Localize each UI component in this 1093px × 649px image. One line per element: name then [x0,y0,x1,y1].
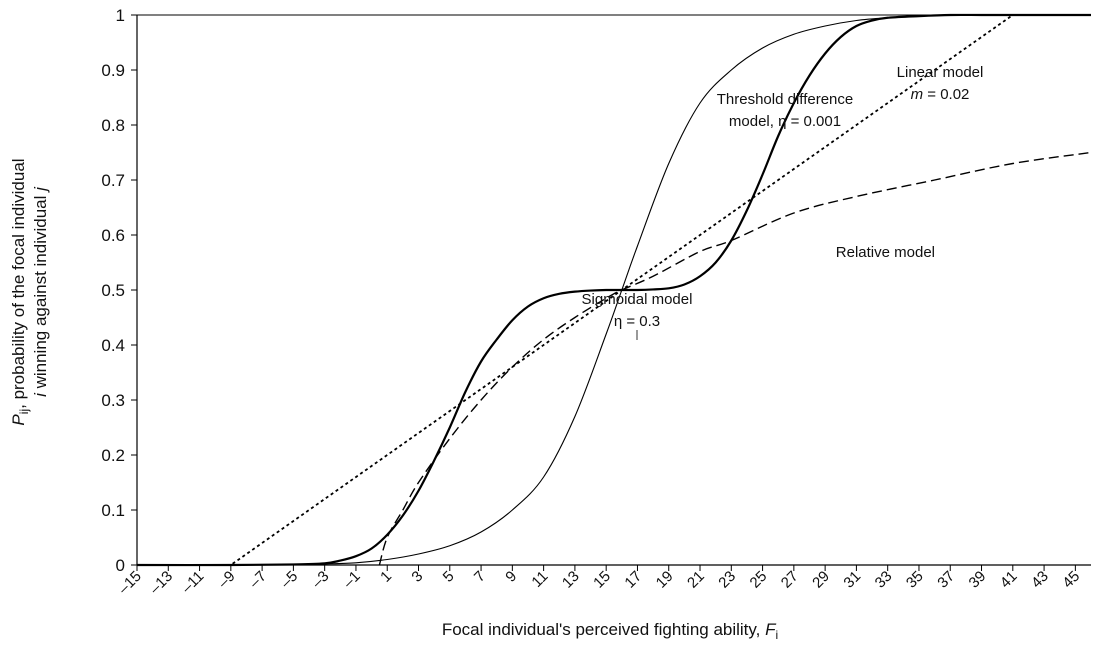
y-axis-label-var-j: j [31,186,50,193]
x-tick-label: –7 [246,568,270,592]
x-axis-label-sub: i [775,628,778,642]
x-tick-label: 21 [684,568,708,592]
x-ticks: –15 –13 –11 –9 –7 –5 –3 –1 1 3 5 7 9 11 13 15 17 19 21 23 25… [115,565,1083,598]
x-axis-label-text: Focal individual's perceived fighting ab… [442,620,765,639]
y-tick-label: 0.7 [101,171,125,190]
y-axis-label-line1-text: , probability of the focal individual [9,158,28,408]
y-tick-label: 0.8 [101,116,125,135]
y-tick-label: 0.2 [101,446,125,465]
y-tick-label: 0.4 [101,336,125,355]
x-tick-label: 9 [502,568,520,586]
x-tick-label: –5 [277,568,301,592]
x-tick-label: 41 [997,568,1021,592]
annotation-relative: Relative model [836,244,935,261]
y-tick-label: 0.9 [101,61,125,80]
x-tick-label: 43 [1028,568,1052,592]
annotation-sigmoidal-line1: Sigmoidal model [582,291,693,308]
y-axis-label: Pij, probability of the focal individual… [9,158,50,425]
x-tick-label: 19 [653,568,677,592]
x-tick-label: 1 [377,568,395,586]
x-axis-label-var: F [765,620,777,639]
x-tick-label: 35 [903,568,927,592]
x-tick-label: 45 [1059,568,1083,592]
y-tick-label: 0.6 [101,226,125,245]
annotation-linear-value: = 0.02 [923,86,969,103]
x-tick-label: –13 [146,568,176,598]
y-tick-label: 0.1 [101,501,125,520]
x-tick-label: 33 [872,568,896,592]
y-tick-label: 0.3 [101,391,125,410]
annotation-sigmoidal-line2: η = 0.3 [614,313,660,330]
x-tick-label: 27 [778,568,802,592]
x-tick-label: 29 [809,568,833,592]
x-tick-label: 7 [471,568,489,586]
x-tick-label: 23 [715,568,739,592]
x-tick-label: –9 [215,568,239,592]
series-group [136,13,1092,567]
x-tick-label: 5 [440,568,458,586]
y-axis-label-line2-text: winning against individual [31,191,50,393]
y-axis-label-var-i: i [31,392,50,397]
x-tick-label: 31 [840,568,864,592]
x-tick-label: 3 [408,568,426,586]
x-tick-label: –11 [178,568,207,597]
annotation-threshold-line2: model, η = 0.001 [729,113,841,130]
annotations: Sigmoidal model η = 0.3 Threshold differ… [582,64,984,340]
x-tick-label: 39 [966,568,990,592]
y-tick-label: 0 [116,556,125,575]
annotation-linear-line1: Linear model [897,64,984,81]
annotation-linear-line2: m = 0.02 [911,86,970,103]
annotation-threshold-line1: Threshold difference [717,91,853,108]
y-ticks: 0 0.1 0.2 0.3 0.4 0.5 0.6 0.7 0.8 0.9 1 [101,6,137,575]
y-axis-label-line2: i winning against individual j [31,186,50,397]
series-relative-line [378,151,1092,566]
x-axis-label: Focal individual's perceived fighting ab… [442,620,778,642]
y-axis-label-line1: Pij, probability of the focal individual [9,158,31,425]
x-tick-label: –3 [309,568,333,592]
x-tick-label: 37 [934,568,958,592]
y-tick-label: 1 [116,6,125,25]
x-tick-label: –1 [340,568,364,592]
x-tick-label: 25 [747,568,771,592]
x-tick-label: 15 [590,568,614,592]
x-tick-label: 13 [559,568,583,592]
annotation-linear-var: m [911,86,924,103]
y-tick-label: 0.5 [101,281,125,300]
y-axis-label-sub-ij: ij [17,409,31,414]
x-tick-label: 11 [528,568,551,591]
x-tick-label: 17 [621,568,645,592]
y-axis-label-var-p: P [9,414,28,426]
